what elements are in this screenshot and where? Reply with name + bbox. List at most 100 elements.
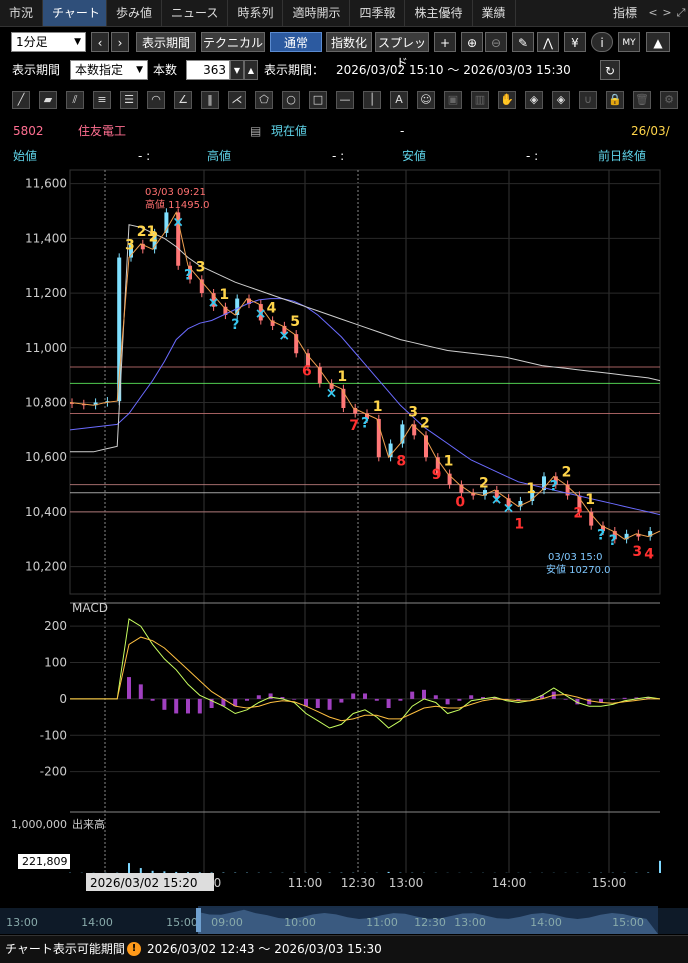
tool-tag2-icon[interactable]: ◈	[552, 91, 570, 109]
macd-y-tick: 100	[44, 656, 67, 670]
tool-fib-h-icon[interactable]: ≡	[93, 91, 111, 109]
tool-channel-icon[interactable]: ⫽	[66, 91, 84, 109]
high-annotation-time: 03/03 09:21	[145, 187, 206, 198]
signal-marker: ×	[503, 500, 515, 516]
footer-label: チャート表示可能期間	[5, 939, 125, 959]
tab-market[interactable]: 市況	[0, 0, 43, 26]
tool-line-icon[interactable]: ╱	[12, 91, 30, 109]
volume-current-label: 221,809	[22, 855, 68, 868]
interval-select[interactable]: 1分足 ▼	[11, 32, 86, 52]
footer-range: 2026/03/02 12:43 〜 2026/03/03 15:30	[147, 939, 382, 959]
open-label: 始値	[13, 146, 37, 166]
tool-tag1-icon[interactable]: ◈	[525, 91, 543, 109]
crosshair-label: 2026/03/02 15:20	[90, 876, 198, 890]
info-icon[interactable]: i	[591, 32, 613, 52]
y-tick-label: 10,200	[25, 560, 67, 574]
tool-hand-icon[interactable]: ✋	[498, 91, 516, 109]
tool-pitchfork-icon[interactable]: ⋌	[228, 91, 246, 109]
tool-vlines-icon[interactable]: ‖	[201, 91, 219, 109]
tab-tick[interactable]: 歩み値	[107, 0, 162, 26]
tab-disclosure[interactable]: 適時開示	[283, 0, 350, 26]
macd-y-tick: -200	[40, 765, 67, 779]
next-button[interactable]: ›	[111, 32, 129, 52]
zoom-out-icon[interactable]: ⊖	[485, 32, 507, 52]
tool-arc-icon[interactable]: ◠	[147, 91, 165, 109]
tool-fan-icon[interactable]: ∠	[174, 91, 192, 109]
tool-magnet-icon[interactable]: ∪	[579, 91, 597, 109]
signal-marker: ×	[278, 328, 290, 344]
tab-earnings[interactable]: 業績	[473, 0, 516, 26]
tab-shikiho[interactable]: 四季報	[350, 0, 405, 26]
macd-line	[70, 637, 660, 721]
tool-settings-icon[interactable]: ⚙	[660, 91, 678, 109]
chart-type-icon[interactable]: ▲	[646, 32, 670, 52]
chart-toolbar: 1分足 ▼ ‹ › 表示期間 テクニカル 通常 指数化 スプレッド + ⊕ ⊖ …	[0, 30, 688, 54]
open-value: - :	[138, 146, 150, 166]
tab-yutai[interactable]: 株主優待	[405, 0, 472, 26]
signal-marker: 3	[125, 238, 135, 254]
refresh-icon[interactable]: ↻	[600, 60, 620, 80]
spread-button[interactable]: スプレッド	[375, 32, 429, 52]
pen-icon[interactable]: ✎	[512, 32, 534, 52]
display-period-button[interactable]: 表示期間	[136, 32, 196, 52]
display-period-label: 表示期間	[12, 60, 60, 80]
period-mode-select[interactable]: 本数指定 ▼	[70, 60, 148, 80]
tool-ray-icon[interactable]: ▰	[39, 91, 57, 109]
tab-news[interactable]: ニュース	[162, 0, 228, 26]
technical-button[interactable]: テクニカル	[201, 32, 265, 52]
tool-text-icon[interactable]: A	[390, 91, 408, 109]
prev-button[interactable]: ‹	[91, 32, 109, 52]
pattern-icon[interactable]: ⋀	[537, 32, 559, 52]
index-button[interactable]: 指数化	[326, 32, 372, 52]
draw-toolbar: ╱ ▰ ⫽ ≡ ☰ ◠ ∠ ‖ ⋌ ⬠ ○ □ — │ A ☺ ▣ ▥ ✋ ◈ ◈ ∪ 🔒 🗑 ⚙	[0, 88, 688, 114]
volume-bar	[199, 872, 201, 873]
period-toolbar: 表示期間 本数指定 ▼ 本数 363 ▼ ▲ 表示期間： 2026/03/02 …	[0, 58, 688, 82]
count-stepper-up[interactable]: ▲	[244, 60, 258, 80]
tab-indicators[interactable]: 指標	[604, 0, 646, 26]
plus-icon[interactable]: +	[434, 32, 456, 52]
signal-marker: 0	[455, 495, 465, 511]
tool-circle-icon[interactable]: ○	[282, 91, 300, 109]
navigator-tick: 12:30	[414, 916, 446, 929]
macd-histogram-bar	[363, 693, 367, 698]
macd-histogram-bar	[174, 699, 178, 714]
tool-vline-icon[interactable]: │	[363, 91, 381, 109]
chevron-down-icon: ▼	[136, 61, 143, 79]
ma-line	[70, 299, 660, 515]
my-icon[interactable]: MY	[618, 32, 640, 52]
macd-line	[70, 619, 660, 728]
signal-marker: 1	[373, 399, 383, 415]
macd-histogram-bar	[375, 699, 379, 701]
price-line	[70, 212, 660, 539]
tool-icon-icon[interactable]: ☺	[417, 91, 435, 109]
count-input[interactable]: 363	[186, 60, 230, 80]
tab-chart[interactable]: チャート	[43, 0, 107, 26]
tool-pentagon-icon[interactable]: ⬠	[255, 91, 273, 109]
macd-histogram-bar	[469, 695, 473, 699]
y-tick-label: 11,400	[25, 231, 67, 245]
macd-histogram-bar	[151, 699, 155, 701]
yen-icon[interactable]: ¥	[564, 32, 586, 52]
signal-marker: 2	[420, 415, 430, 431]
tab-next-icon[interactable]: >	[660, 0, 674, 26]
tool-rect-icon[interactable]: □	[309, 91, 327, 109]
tool-trash-icon[interactable]: 🗑	[633, 91, 651, 109]
signal-marker: ?	[231, 317, 239, 333]
zoom-in-icon[interactable]: ⊕	[461, 32, 483, 52]
macd-histogram-bar	[398, 699, 402, 701]
tool-bank-icon[interactable]: ▥	[471, 91, 489, 109]
macd-histogram-bar	[198, 699, 202, 714]
normal-button[interactable]: 通常	[270, 32, 322, 52]
tab-prev-icon[interactable]: <	[646, 0, 660, 26]
tool-lock-icon[interactable]: 🔒	[606, 91, 624, 109]
tool-fib-v-icon[interactable]: ☰	[120, 91, 138, 109]
tool-stamp-icon[interactable]: ▣	[444, 91, 462, 109]
count-stepper-down[interactable]: ▼	[230, 60, 244, 80]
tool-hline-icon[interactable]: —	[336, 91, 354, 109]
tab-expand-icon[interactable]: ⤢	[674, 0, 688, 26]
list-icon[interactable]: ▤	[250, 121, 261, 141]
price-chart[interactable]: 11,60011,40011,20011,00010,80010,60010,4…	[0, 168, 688, 936]
volume-title: 出来高	[72, 817, 105, 831]
tab-timeseries[interactable]: 時系列	[228, 0, 283, 26]
volume-bar	[128, 863, 130, 873]
